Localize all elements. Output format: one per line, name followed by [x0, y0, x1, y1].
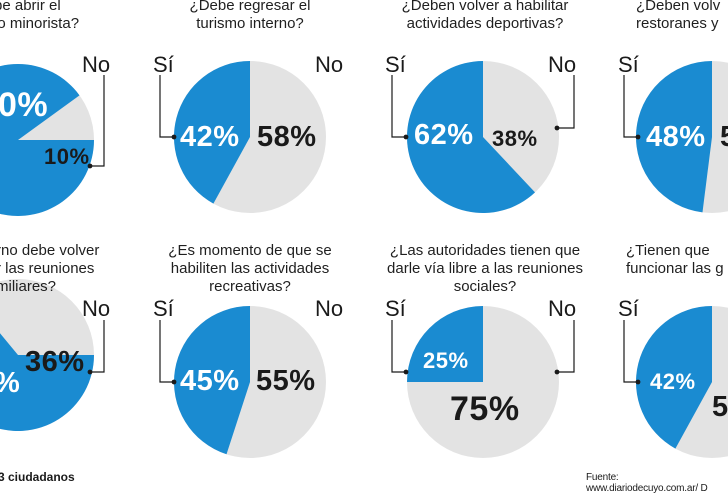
pie-5: [0, 279, 94, 431]
pie-5-yes-slice: [0, 333, 94, 431]
pie-8-no-percent: 5: [712, 391, 728, 423]
leader-line: [391, 75, 406, 138]
leader-dot: [87, 163, 93, 169]
pie-4-yes-percent: 48%: [646, 121, 706, 153]
pie-7-no-percent: 75%: [450, 390, 520, 428]
pie-5-no-legend: No: [82, 296, 111, 321]
leader-dot: [554, 369, 560, 375]
pie-6-no-percent: 55%: [256, 365, 316, 397]
leader-dot: [171, 379, 177, 385]
pie-8: [636, 306, 728, 458]
pie-2-yes-percent: 42%: [180, 121, 240, 153]
pie-2-no-legend: No: [315, 52, 344, 77]
leader-line: [557, 75, 575, 129]
pie-3-yes-slice: [407, 61, 536, 214]
pie-8-yes-percent: 42%: [650, 369, 696, 394]
pie-6: [173, 306, 326, 458]
leader-dot: [403, 134, 409, 140]
pie-4-yes-slice: [636, 61, 712, 213]
pie-7: [407, 306, 559, 458]
pie-3-yes-percent: 62%: [414, 119, 474, 151]
question-7-title: ¿Las autoridades tienen que darle vía li…: [387, 242, 583, 295]
pie-2-si-legend: Sí: [153, 52, 174, 77]
pie-2: [174, 61, 326, 213]
leader-line: [90, 320, 105, 373]
pie-1-no-legend: No: [82, 52, 111, 77]
pie-8-si-legend: Sí: [618, 296, 639, 321]
footer-sample-size: 3 ciudadanos: [0, 470, 75, 484]
leader-dot: [171, 134, 177, 140]
leader-line: [391, 320, 406, 373]
pie-1-yes-slice: [0, 63, 94, 216]
leader-dot: [87, 369, 93, 375]
pie-7-no-legend: No: [548, 296, 577, 321]
pie-1-no-percent: 10%: [44, 144, 90, 169]
pie-5-yes-percent: %: [0, 368, 20, 398]
leader-dot: [635, 379, 641, 385]
leader-line: [159, 320, 174, 383]
pie-6-si-legend: Sí: [153, 296, 174, 321]
pie-6-yes-slice: [173, 306, 250, 455]
pie-5-no-percent: 36%: [25, 346, 85, 378]
pie-7-yes-slice: [407, 306, 483, 382]
leader-line: [623, 320, 638, 383]
pie-1-yes-percent: 0%: [0, 86, 49, 124]
question-6-title: ¿Es momento de que se habiliten las acti…: [168, 242, 332, 295]
pie-3-si-legend: Sí: [385, 52, 406, 77]
leader-line: [623, 75, 638, 138]
pie-4: [636, 61, 728, 213]
question-2-title: ¿Debe regresar el turismo interno?: [189, 0, 311, 32]
leader-line: [159, 75, 174, 138]
footer-source: Fuente: www.diariodecuyo.com.ar/ D: [586, 472, 708, 494]
pie-7-yes-percent: 25%: [423, 348, 469, 373]
leader-dot: [635, 134, 641, 140]
pie-4-no-percent: 5: [720, 122, 728, 152]
pie-3-no-percent: 38%: [492, 126, 538, 151]
question-8-title: ¿Tienen que funcionar las g: [626, 242, 724, 277]
question-4-title: ¿Deben volv restoranes y: [636, 0, 721, 32]
pie-3: [407, 61, 559, 214]
question-5-title: rno debe volver r las reuniones miliares…: [0, 242, 100, 295]
pie-6-yes-percent: 45%: [180, 365, 240, 397]
pie-2-no-percent: 58%: [257, 121, 317, 153]
pie-2-yes-slice: [174, 61, 250, 204]
question-1-title: be abrir el io minorista?: [0, 0, 80, 32]
leader-dot: [554, 125, 560, 131]
question-3-title: ¿Deben volver a habilitar actividades de…: [401, 0, 569, 32]
leader-line: [90, 75, 105, 167]
pie-7-si-legend: Sí: [385, 296, 406, 321]
pie-8-yes-slice: [636, 306, 712, 449]
pie-6-no-legend: No: [315, 296, 344, 321]
pie-4-si-legend: Sí: [618, 52, 639, 77]
pie-3-no-legend: No: [548, 52, 577, 77]
leader-dot: [403, 369, 409, 375]
leader-line: [557, 320, 575, 373]
pie-1: [0, 63, 94, 216]
